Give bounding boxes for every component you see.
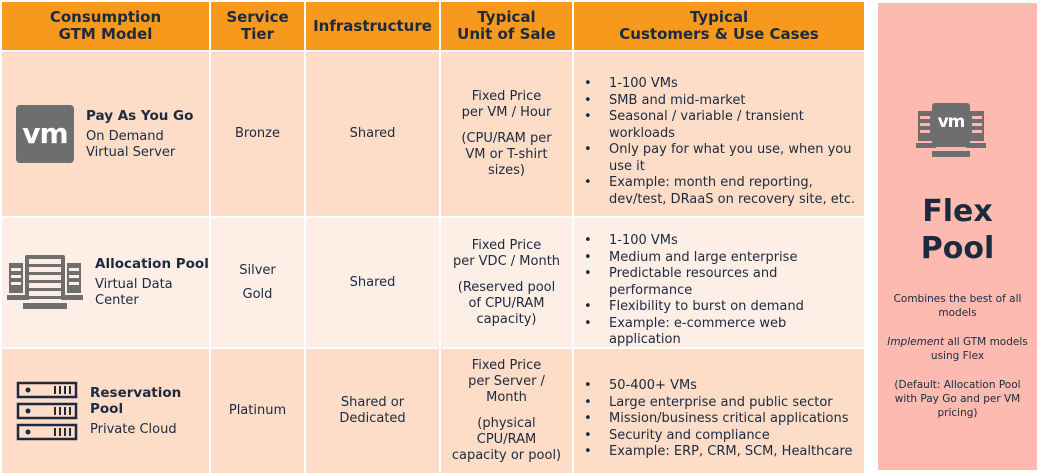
uses-cell: 1-100 VMsMedium and large enterprisePred… bbox=[574, 218, 864, 347]
model-cell: Allocation Pool Virtual Data Center bbox=[2, 218, 209, 347]
use-item: Mission/business critical applications bbox=[582, 411, 853, 428]
vm-server-icon: vm bbox=[916, 103, 986, 161]
use-item: Example: month end reporting, dev/test, … bbox=[582, 175, 856, 208]
use-item: 1-100 VMs bbox=[582, 233, 856, 250]
use-item: SMB and mid-market bbox=[582, 93, 856, 110]
flex-desc-implement: Implement all GTM models using Flex bbox=[887, 336, 1028, 362]
header-infra: Infrastructure bbox=[306, 2, 439, 50]
unit-cell: Fixed Price per VDC / Month (Reserved poo… bbox=[441, 218, 572, 347]
gtm-model-table: Consumption GTM Model Service Tier Infra… bbox=[2, 2, 864, 473]
unit-note: (physical CPU/RAM capacity or pool) bbox=[451, 416, 562, 463]
model-name: Allocation Pool bbox=[95, 256, 209, 272]
use-item: 1-100 VMs bbox=[582, 76, 856, 93]
use-item: Predictable resources and performance bbox=[582, 266, 856, 299]
unit-price: Fixed Price per VM / Hour bbox=[461, 89, 552, 120]
flex-pool-title: Flex Pool bbox=[920, 194, 995, 266]
tier-cell: Silver Gold bbox=[211, 218, 304, 347]
unit-price: Fixed Price per VDC / Month bbox=[452, 237, 561, 269]
use-item: Example: e-commerce web application bbox=[582, 316, 856, 349]
model-sub: On Demand Virtual Server bbox=[86, 128, 176, 160]
model-name: Pay As You Go bbox=[86, 107, 194, 124]
server-rack-icon bbox=[7, 254, 83, 309]
vm-logo-icon: vm bbox=[16, 105, 74, 163]
use-item: Only pay for what you use, when you use … bbox=[582, 142, 856, 175]
tier-cell: Platinum bbox=[211, 349, 304, 473]
uses-cell: 1-100 VMsSMB and mid-marketSeasonal / va… bbox=[574, 52, 864, 216]
infra-cell: Shared or Dedicated bbox=[306, 349, 439, 473]
model-sub: Virtual Data Center bbox=[95, 277, 173, 308]
tier-cell: Bronze bbox=[211, 52, 304, 216]
header-uses: Typical Customers & Use Cases bbox=[574, 2, 864, 50]
model-cell: Reservation Pool Private Cloud bbox=[2, 349, 209, 473]
unit-note: (Reserved pool of CPU/RAM capacity) bbox=[457, 279, 556, 327]
header-model: Consumption GTM Model bbox=[2, 2, 209, 50]
uses-cell: 50-400+ VMsLarge enterprise and public s… bbox=[574, 349, 864, 473]
flex-desc-combines: Combines the best of all models bbox=[893, 293, 1022, 319]
infra-cell: Shared bbox=[306, 218, 439, 347]
unit-note: (CPU/RAM per VM or T-shirt sizes) bbox=[461, 131, 552, 178]
model-cell: vm Pay As You Go On Demand Virtual Server bbox=[2, 52, 209, 216]
model-name: Reservation Pool bbox=[90, 384, 182, 417]
use-item: Large enterprise and public sector bbox=[582, 395, 853, 412]
infra-cell: Shared bbox=[306, 52, 439, 216]
use-item: Example: ERP, CRM, SCM, Healthcare bbox=[582, 444, 853, 461]
header-unit: Typical Unit of Sale bbox=[441, 2, 572, 50]
unit-cell: Fixed Price per VM / Hour (CPU/RAM per VM… bbox=[441, 52, 572, 216]
use-item: Security and compliance bbox=[582, 428, 853, 445]
use-item: Seasonal / variable / transient workload… bbox=[582, 109, 856, 142]
use-item: Flexibility to burst on demand bbox=[582, 299, 856, 316]
use-item: Medium and large enterprise bbox=[582, 250, 856, 267]
flex-desc-default: (Default: Allocation Pool with Pay Go an… bbox=[894, 379, 1021, 419]
unit-price: Fixed Price per Server / Month bbox=[468, 358, 545, 405]
use-item: 50-400+ VMs bbox=[582, 378, 853, 395]
model-sub: Private Cloud bbox=[90, 421, 177, 437]
unit-cell: Fixed Price per Server / Month (physical … bbox=[441, 349, 572, 473]
server-stack-icon bbox=[16, 381, 78, 441]
header-tier: Service Tier bbox=[211, 2, 304, 50]
flex-pool-panel: vm Flex Pool Combines the best of all mo… bbox=[878, 3, 1037, 470]
